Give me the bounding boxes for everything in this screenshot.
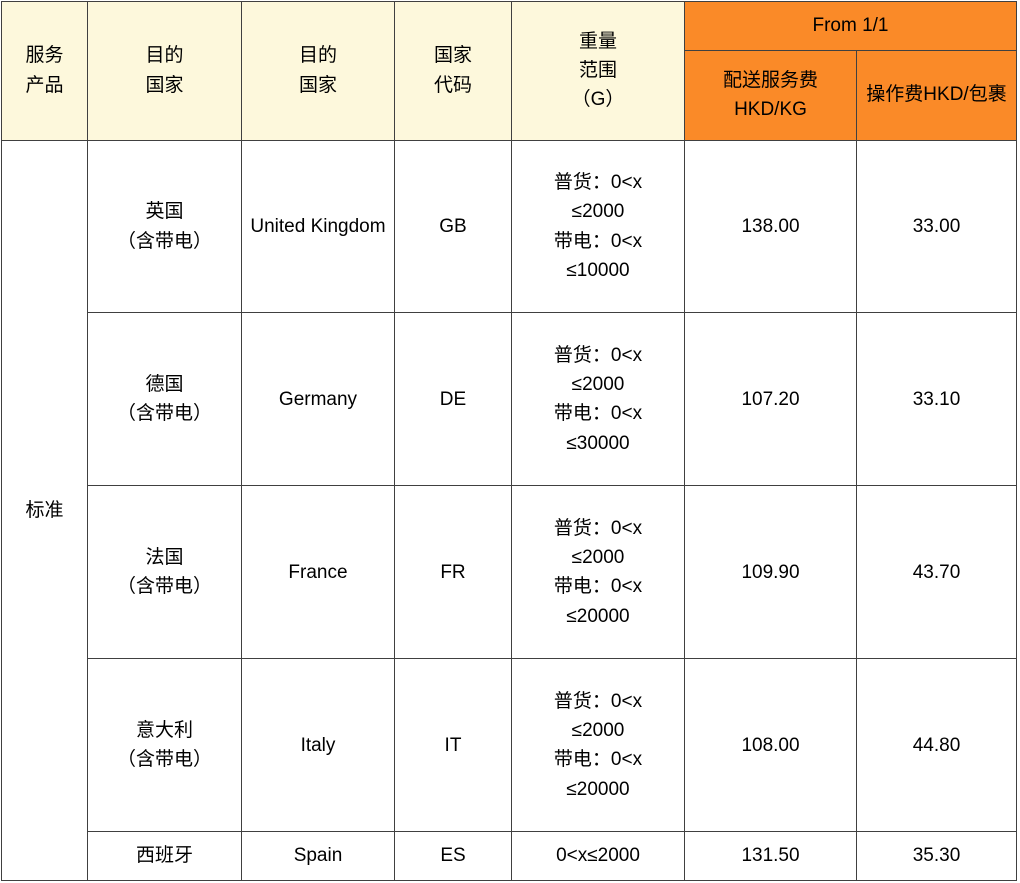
cell-country-cn: 德国 （含带电） bbox=[87, 312, 242, 487]
cell-handling-fee: 43.70 bbox=[856, 485, 1017, 660]
cell-country-code: FR bbox=[394, 485, 512, 660]
cell-country-en: France bbox=[241, 485, 395, 660]
cell-shipping-fee: 108.00 bbox=[684, 658, 857, 833]
cell-shipping-fee: 107.20 bbox=[684, 312, 857, 487]
cell-shipping-fee: 131.50 bbox=[684, 831, 857, 881]
cell-country-cn: 法国 （含带电） bbox=[87, 485, 242, 660]
table-header-row-sub: 配送服务费HKD/KG 操作费HKD/包裹 bbox=[2, 49, 1017, 141]
cell-country-en: Spain bbox=[241, 831, 395, 881]
table-row: 法国 （含带电） France FR 普货：0<x ≤2000 带电：0<x ≤2000… bbox=[2, 485, 1017, 660]
header-effective-from: From 1/1 bbox=[684, 1, 1017, 51]
header-service-product: 服务 产品 bbox=[1, 1, 88, 141]
cell-country-cn: 西班牙 bbox=[87, 831, 242, 881]
cell-country-code: GB bbox=[394, 139, 512, 314]
cell-weight-range: 普货：0<x ≤2000 带电：0<x ≤20000 bbox=[511, 485, 685, 660]
cell-country-cn: 意大利 （含带电） bbox=[87, 658, 242, 833]
cell-weight-range: 普货：0<x ≤2000 带电：0<x ≤30000 bbox=[511, 312, 685, 487]
table-row: 意大利 （含带电） Italy IT 普货：0<x ≤2000 带电：0<x ≤2000… bbox=[2, 658, 1017, 833]
header-shipping-fee: 配送服务费HKD/KG bbox=[684, 49, 857, 141]
cell-handling-fee: 33.00 bbox=[856, 139, 1017, 314]
table-row: 标准 英国 （含带电） United Kingdom GB 普货：0<x ≤2000… bbox=[1, 139, 1017, 882]
cell-country-code: DE bbox=[394, 312, 512, 487]
table-row: 德国 （含带电） Germany DE 普货：0<x ≤2000 带电：0<x ≤300… bbox=[2, 312, 1017, 487]
cell-country-en: Germany bbox=[241, 312, 395, 487]
cell-country-code: IT bbox=[394, 658, 512, 833]
cell-country-en: Italy bbox=[241, 658, 395, 833]
cell-handling-fee: 44.80 bbox=[856, 658, 1017, 833]
cell-country-en: United Kingdom bbox=[241, 139, 395, 314]
cell-weight-range: 普货：0<x ≤2000 带电：0<x ≤20000 bbox=[511, 658, 685, 833]
header-dest-country-cn: 目的 国家 bbox=[87, 1, 242, 141]
cell-weight-range: 0<x≤2000 bbox=[511, 831, 685, 881]
cell-shipping-fee: 138.00 bbox=[684, 139, 857, 314]
header-weight-range: 重量 范围 （G） bbox=[511, 1, 685, 141]
cell-handling-fee: 35.30 bbox=[856, 831, 1017, 881]
cell-weight-range: 普货：0<x ≤2000 带电：0<x ≤10000 bbox=[511, 139, 685, 314]
cell-country-code: ES bbox=[394, 831, 512, 881]
header-country-code: 国家 代码 bbox=[394, 1, 512, 141]
table-header-row-top: 服务 产品 目的 国家 目的 国家 国家 代码 重量 范围 （G） From 1/1 bbox=[1, 1, 1017, 141]
header-dest-country-en: 目的 国家 bbox=[241, 1, 395, 141]
cell-service-product: 标准 bbox=[1, 139, 88, 882]
cell-country-cn: 英国 （含带电） bbox=[87, 139, 242, 314]
table-row: 西班牙 Spain ES 0<x≤2000 131.50 35.30 bbox=[2, 831, 1017, 881]
cell-shipping-fee: 109.90 bbox=[684, 485, 857, 660]
cell-handling-fee: 33.10 bbox=[856, 312, 1017, 487]
header-handling-fee: 操作费HKD/包裹 bbox=[856, 49, 1017, 141]
